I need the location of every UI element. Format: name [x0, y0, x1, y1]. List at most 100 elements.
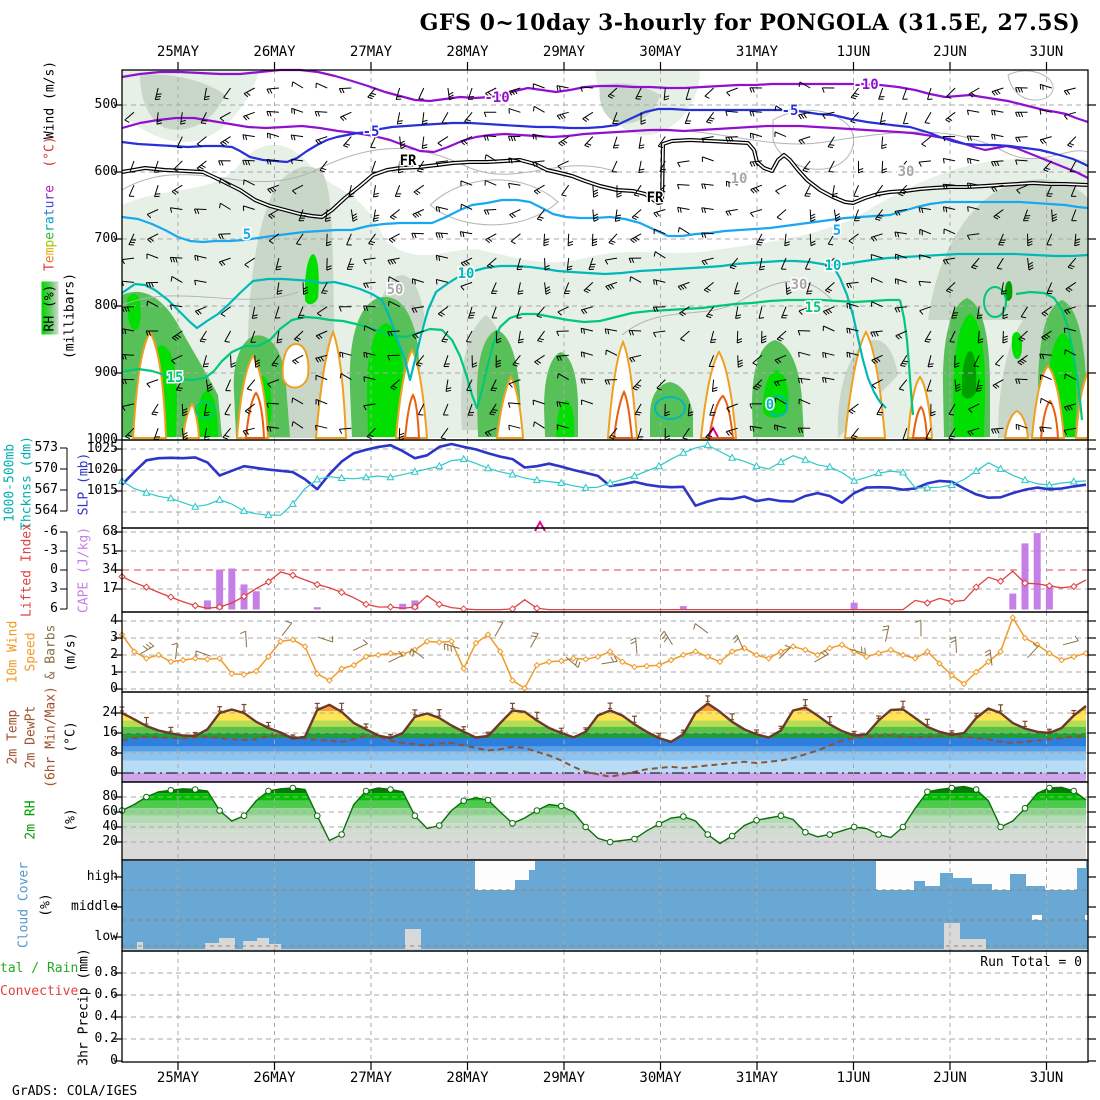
date-label-top: 25MAY [156, 44, 200, 60]
temperature-letter: T [42, 263, 58, 272]
contour-label: 30 [791, 277, 808, 293]
tick-label: 8 [110, 745, 118, 760]
tick-label: 24 [102, 705, 118, 720]
date-label-bottom: 28MAY [446, 1070, 489, 1086]
tick-label: 51 [102, 543, 118, 558]
tick-label: 900 [94, 365, 118, 380]
tick-label-secondary: -6 [42, 524, 58, 539]
date-label-top: 28MAY [446, 44, 489, 60]
temperature-letter: t [42, 208, 58, 217]
temperature-letter: u [42, 200, 58, 209]
date-label-bottom: 27MAY [349, 1070, 393, 1086]
date-label-top: 30MAY [639, 44, 682, 60]
tick-label-secondary: 564 [34, 503, 58, 518]
date-label-top: 27MAY [349, 44, 393, 60]
contour-label: 10 [458, 266, 475, 282]
contour-label: 10 [731, 171, 748, 187]
label-millibars: (millibars) [62, 272, 78, 360]
date-label-bottom: 1JUN [836, 1070, 871, 1086]
tick-label: 60 [102, 804, 118, 819]
grads-credit: GrADS: COLA/IGES [12, 1084, 138, 1099]
tick-label: 16 [102, 725, 118, 740]
contour-label: -5 [782, 103, 799, 119]
temperature-letter: a [42, 216, 58, 225]
contour-label: FR [400, 153, 417, 169]
tick-label: 800 [94, 298, 118, 313]
date-label-bottom: 30MAY [639, 1070, 682, 1086]
tick-label: 700 [94, 231, 118, 246]
tick-label: 1000 [86, 432, 118, 447]
date-label-bottom: 29MAY [542, 1070, 586, 1086]
contour-label: 50 [387, 282, 404, 298]
label-temperature: Temperature [43, 185, 58, 271]
tick-label-secondary: -3 [42, 543, 58, 558]
tick-label: 0.8 [94, 965, 118, 980]
tick-label: high [86, 869, 118, 884]
tick-label-secondary: 573 [34, 440, 58, 455]
date-label-bottom: 25MAY [156, 1070, 200, 1086]
label-2m-dewpt: 2m DewPt [23, 705, 39, 769]
run-total-text: Run Total = 0 [980, 955, 1082, 970]
tick-label: 34 [102, 562, 118, 577]
tick-label-secondary: 6 [50, 601, 58, 616]
tick-label: 20 [102, 834, 118, 849]
contour-label: -10 [853, 77, 878, 93]
date-label-top: 2JUN [933, 44, 967, 60]
tick-label: 0.4 [94, 1009, 118, 1024]
temperature-letter: r [42, 192, 58, 201]
label-10m-wind: 10m Wind [5, 620, 21, 684]
tick-label: 40 [102, 819, 118, 834]
date-label-bottom: 31MAY [735, 1070, 779, 1086]
tick-label: 0.2 [94, 1031, 118, 1046]
temperature-letter: e [42, 255, 58, 264]
tick-label: 68 [102, 524, 118, 539]
contour-label: 0 [766, 397, 774, 413]
label-2m-rh: 2m RH [23, 800, 39, 840]
temperature-letter: e [42, 184, 58, 193]
contour-label: -5 [363, 124, 380, 140]
label-convective: Convective [0, 984, 79, 999]
contour-label: 15 [805, 300, 822, 316]
tick-label: 0 [110, 1053, 118, 1068]
contour-label: 5 [243, 227, 251, 243]
tick-label: 3 [110, 630, 118, 645]
tick-label-secondary: 0 [50, 562, 58, 577]
date-label-top: 31MAY [735, 44, 779, 60]
contour-label: 5 [833, 223, 841, 239]
tick-label: 600 [94, 164, 118, 179]
label-degc: (°C) [42, 136, 58, 168]
tick-label: 17 [102, 581, 118, 596]
contour-label: FR [647, 190, 664, 206]
date-label-top: 29MAY [542, 44, 586, 60]
date-label-top: 26MAY [253, 44, 296, 60]
label-speed: Speed [23, 632, 39, 672]
page-title: GFS 0~10day 3-hourly for PONGOLA (31.5E,… [419, 10, 1081, 36]
tick-label: 0.6 [94, 987, 118, 1002]
tick-label: 500 [94, 97, 118, 112]
temperature-letter: m [42, 247, 58, 256]
contour-label: 10 [825, 258, 842, 274]
tick-label-secondary: 570 [34, 461, 58, 476]
tick-label: 1025 [86, 441, 118, 456]
tick-label-secondary: 567 [34, 482, 58, 497]
label-total-rain: tal / Rain [0, 961, 79, 976]
tick-label: 1 [110, 664, 118, 679]
date-label-top: 1JUN [836, 44, 871, 60]
tick-label: 0 [110, 681, 118, 696]
contour-label: -10 [484, 90, 509, 106]
tick-label: 4 [110, 613, 118, 628]
tick-label: 0 [110, 765, 118, 780]
tick-label: 2 [110, 647, 118, 662]
label-2m-temp: 2m Temp [5, 709, 21, 765]
tick-label: 80 [102, 789, 118, 804]
tick-label-secondary: 3 [50, 581, 58, 596]
contour-label: 15 [167, 370, 184, 386]
tick-label: 1020 [86, 462, 118, 477]
label-thickness-1: 1000-500mb [2, 443, 18, 523]
date-label-top: 3JUN [1029, 44, 1064, 60]
date-label-bottom: 2JUN [933, 1070, 967, 1086]
date-label-bottom: 3JUN [1029, 1070, 1064, 1086]
tick-label: middle [71, 899, 118, 914]
